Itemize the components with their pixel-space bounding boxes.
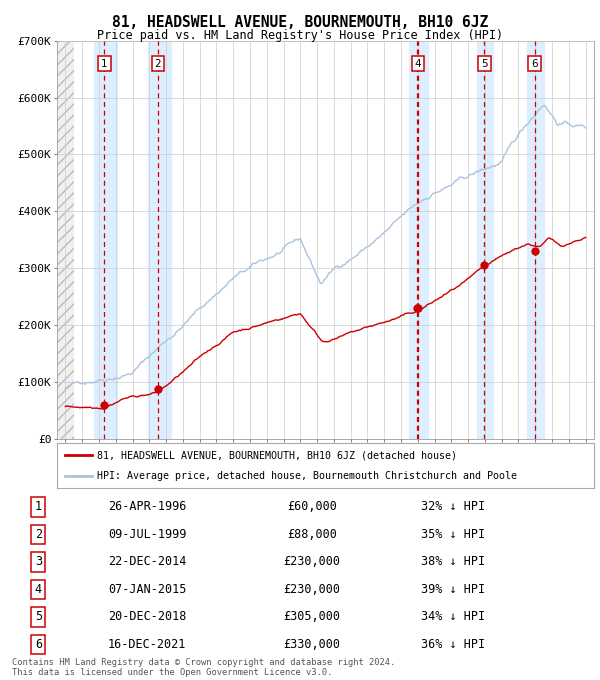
Text: 5: 5 [481, 58, 488, 69]
Text: 2: 2 [155, 58, 161, 69]
Bar [527, 41, 544, 439]
Bar [94, 41, 118, 439]
Text: £60,000: £60,000 [287, 500, 337, 513]
Text: 39% ↓ HPI: 39% ↓ HPI [421, 583, 485, 596]
Text: This data is licensed under the Open Government Licence v3.0.: This data is licensed under the Open Gov… [12, 668, 332, 677]
Text: 34% ↓ HPI: 34% ↓ HPI [421, 611, 485, 624]
Text: 36% ↓ HPI: 36% ↓ HPI [421, 638, 485, 651]
Text: 35% ↓ HPI: 35% ↓ HPI [421, 528, 485, 541]
Text: 4: 4 [35, 583, 42, 596]
Text: 2: 2 [35, 528, 42, 541]
Text: 5: 5 [35, 611, 42, 624]
Text: £305,000: £305,000 [283, 611, 340, 624]
Text: HPI: Average price, detached house, Bournemouth Christchurch and Poole: HPI: Average price, detached house, Bour… [97, 471, 517, 481]
Text: Price paid vs. HM Land Registry's House Price Index (HPI): Price paid vs. HM Land Registry's House … [97, 29, 503, 42]
Text: 32% ↓ HPI: 32% ↓ HPI [421, 500, 485, 513]
Text: 16-DEC-2021: 16-DEC-2021 [108, 638, 187, 651]
Text: £88,000: £88,000 [287, 528, 337, 541]
Text: 6: 6 [531, 58, 538, 69]
Text: 81, HEADSWELL AVENUE, BOURNEMOUTH, BH10 6JZ: 81, HEADSWELL AVENUE, BOURNEMOUTH, BH10 … [112, 15, 488, 30]
Text: 1: 1 [101, 58, 107, 69]
Bar [409, 41, 428, 439]
Text: 26-APR-1996: 26-APR-1996 [108, 500, 187, 513]
Text: £230,000: £230,000 [283, 583, 340, 596]
Text: 81, HEADSWELL AVENUE, BOURNEMOUTH, BH10 6JZ (detached house): 81, HEADSWELL AVENUE, BOURNEMOUTH, BH10 … [97, 450, 457, 460]
Text: 1: 1 [35, 500, 42, 513]
Bar [148, 41, 171, 439]
Text: 20-DEC-2018: 20-DEC-2018 [108, 611, 187, 624]
Text: 3: 3 [35, 556, 42, 568]
Text: 38% ↓ HPI: 38% ↓ HPI [421, 556, 485, 568]
Bar [476, 41, 493, 439]
Text: 4: 4 [415, 58, 421, 69]
Text: £230,000: £230,000 [283, 556, 340, 568]
Text: 09-JUL-1999: 09-JUL-1999 [108, 528, 187, 541]
Text: 07-JAN-2015: 07-JAN-2015 [108, 583, 187, 596]
Text: £330,000: £330,000 [283, 638, 340, 651]
Text: 22-DEC-2014: 22-DEC-2014 [108, 556, 187, 568]
Polygon shape [57, 41, 74, 439]
Text: Contains HM Land Registry data © Crown copyright and database right 2024.: Contains HM Land Registry data © Crown c… [12, 658, 395, 667]
Text: 6: 6 [35, 638, 42, 651]
